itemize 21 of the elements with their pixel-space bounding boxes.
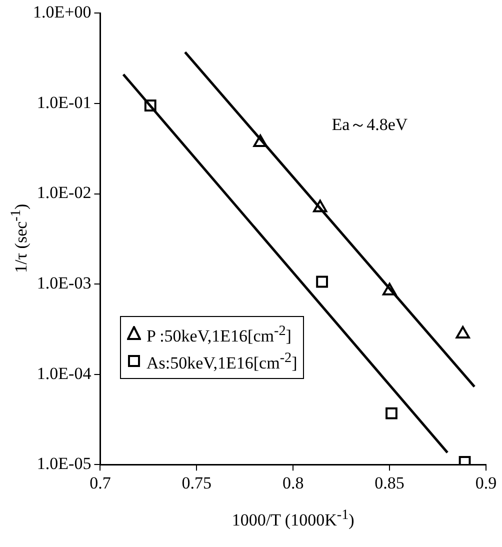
annotation: Ea～4.8eV — [332, 114, 408, 136]
point — [386, 407, 398, 420]
y-tick-label: 1.0E-04 — [36, 364, 92, 383]
point — [456, 326, 470, 338]
x-axis-title: 1000/T (1000K$^{-1}$) — [232, 506, 354, 530]
x-tick-label: 0.7 — [90, 473, 112, 492]
point — [253, 134, 268, 147]
x-tick-label: 0.8 — [282, 473, 304, 492]
x-tick-label: 0.9 — [475, 473, 497, 492]
x-tick-label: 0.75 — [182, 473, 212, 492]
x-tick-label: 0.85 — [374, 473, 404, 492]
y-tick-label: 1.0E-03 — [36, 274, 92, 293]
legend-label: P :50keV,1E16[cm$^{-2}$] — [146, 322, 292, 348]
y-tick-label: 1.0E-01 — [36, 92, 92, 112]
y-tick-label: 1.0E-02 — [36, 183, 92, 202]
y-tick-label: 1.0E+00 — [32, 2, 92, 22]
point — [382, 282, 397, 296]
legend-label: As:50keV,1E16[cm$^{-2}$] — [146, 349, 298, 375]
y-tick-label: 1.0E-05 — [36, 454, 92, 474]
point — [313, 200, 328, 212]
point — [458, 456, 471, 465]
